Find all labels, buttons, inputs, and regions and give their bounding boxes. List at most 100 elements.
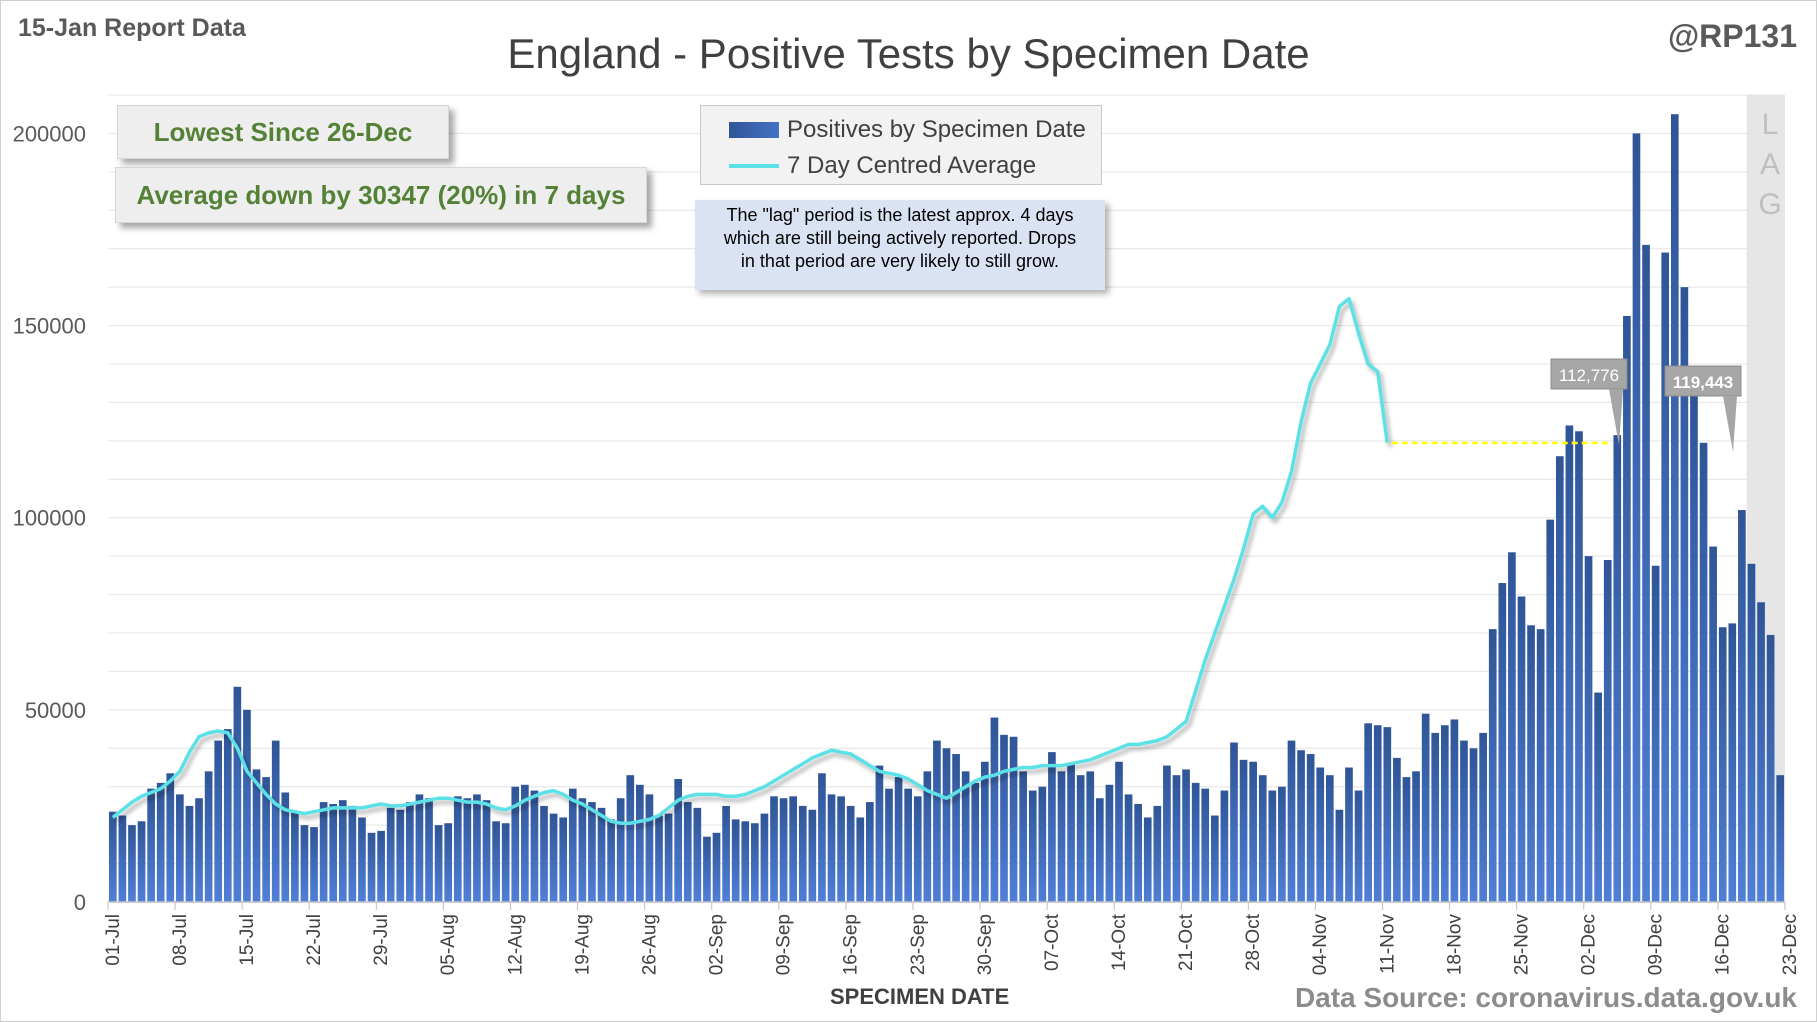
x-tick-label: 26-Aug <box>639 914 660 975</box>
bar <box>1709 546 1717 902</box>
bar <box>703 836 711 902</box>
bar <box>1048 752 1056 902</box>
bar <box>1565 425 1574 902</box>
bar <box>980 761 989 902</box>
bar <box>1230 742 1238 902</box>
bar <box>693 807 702 902</box>
bar-swatch <box>729 122 779 138</box>
x-tick-label: 09-Sep <box>774 914 795 975</box>
bar <box>1469 748 1478 902</box>
bar <box>473 794 481 902</box>
x-tick-label: 11-Nov <box>1377 914 1398 974</box>
bar <box>137 821 146 902</box>
bar <box>1373 725 1382 902</box>
x-tick-label: 28-Oct <box>1243 913 1264 971</box>
bar <box>1364 723 1372 902</box>
bar <box>453 796 462 902</box>
bar <box>933 740 941 902</box>
bar <box>597 807 606 902</box>
x-tick-label: 04-Nov <box>1310 914 1331 976</box>
bar <box>128 825 136 902</box>
bar <box>1325 775 1334 902</box>
lag-note-line: in that period are very likely to still … <box>740 251 1060 271</box>
bar <box>990 717 999 902</box>
bar <box>1508 552 1516 902</box>
bar <box>942 748 951 902</box>
x-tick-label: 19-Aug <box>572 914 593 975</box>
bar <box>482 800 491 902</box>
bar <box>1000 734 1008 902</box>
x-tick-label: 29-Jul <box>371 914 392 966</box>
bar <box>1220 790 1229 902</box>
bar <box>406 802 414 902</box>
bar <box>1038 786 1047 902</box>
bar <box>1067 763 1075 902</box>
bar <box>176 794 184 902</box>
bar <box>1412 771 1420 902</box>
data-source: Data Source: coronavirus.data.gov.uk <box>1294 982 1797 1013</box>
line-swatch <box>729 164 779 168</box>
bar <box>1536 629 1545 902</box>
bar <box>885 788 893 902</box>
bar <box>1306 754 1315 902</box>
annotation-112776: 112,776 <box>1559 366 1619 385</box>
bar <box>1172 775 1181 902</box>
y-tick-label: 0 <box>74 890 86 915</box>
bar <box>1527 625 1535 902</box>
bar <box>655 815 663 902</box>
bar <box>1086 771 1095 902</box>
bar <box>1105 784 1114 902</box>
bar <box>751 823 759 902</box>
average-change-callout: Average down by 30347 (20%) in 7 days <box>115 167 647 223</box>
bar <box>300 825 309 902</box>
bar <box>1757 602 1765 902</box>
bar <box>846 805 855 902</box>
bar <box>837 796 845 902</box>
bar <box>1287 740 1296 902</box>
bar <box>1115 761 1123 902</box>
lag-letter: G <box>1758 188 1782 221</box>
bar <box>923 771 932 902</box>
bar <box>1555 456 1564 902</box>
bar <box>683 802 692 902</box>
lag-letter: A <box>1759 148 1780 181</box>
bar <box>1163 765 1171 902</box>
bar <box>147 788 155 902</box>
y-tick-label: 100000 <box>13 506 86 531</box>
bar <box>1460 740 1468 902</box>
y-tick-label: 200000 <box>13 121 86 146</box>
x-tick-label: 21-Oct <box>1176 913 1197 971</box>
x-tick-label: 12-Aug <box>505 914 526 975</box>
bar <box>252 769 261 902</box>
lowest-since-callout: Lowest Since 26-Dec <box>117 105 449 159</box>
bar <box>1546 519 1555 902</box>
bar <box>578 798 587 902</box>
annotation-112776-pointer <box>1609 389 1623 445</box>
bar <box>1651 565 1660 902</box>
x-tick-label: 02-Sep <box>707 914 728 975</box>
bar <box>1690 392 1698 902</box>
bar <box>396 809 405 902</box>
average-line <box>111 296 1390 825</box>
bar <box>185 805 194 902</box>
bar <box>1488 629 1497 902</box>
bar <box>1124 794 1133 902</box>
bar <box>741 821 750 902</box>
bar <box>262 777 270 902</box>
bar <box>233 686 242 902</box>
bar <box>310 827 318 902</box>
bar <box>626 775 635 902</box>
bar <box>1421 713 1430 902</box>
lag-label: L A G <box>1752 105 1788 225</box>
bar <box>1182 769 1190 902</box>
bar <box>501 823 510 902</box>
bar <box>1584 556 1593 902</box>
bar <box>1670 114 1679 902</box>
bar <box>1383 727 1392 902</box>
x-tick-label: 02-Dec <box>1579 914 1600 975</box>
bar <box>961 771 970 902</box>
bar <box>664 813 673 902</box>
bar <box>1345 767 1353 902</box>
bar <box>204 771 213 902</box>
